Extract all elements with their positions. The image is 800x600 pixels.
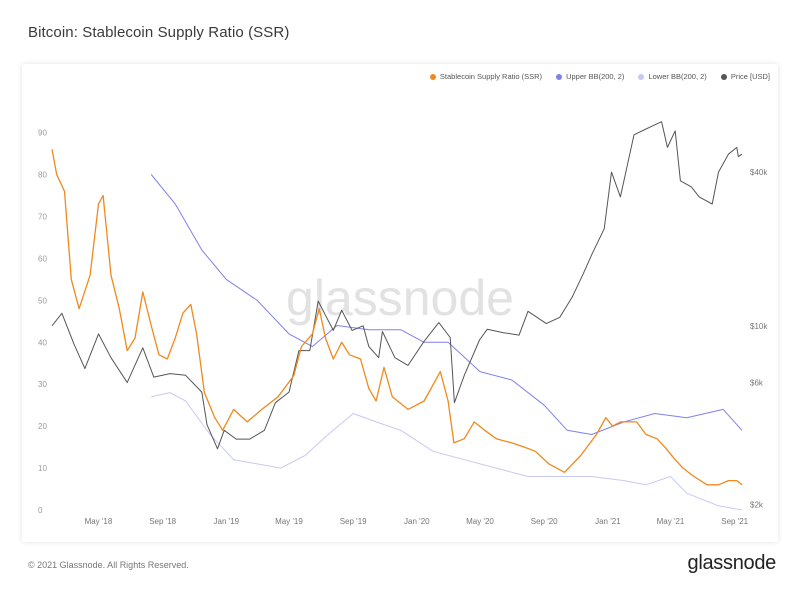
legend-dot-lower-bb (638, 73, 645, 80)
legend-label-price: Price [USD] (730, 72, 770, 81)
legend-item-upper-bb[interactable]: Upper BB(200, 2) (556, 72, 624, 81)
legend-item-ssr[interactable]: Stablecoin Supply Ratio (SSR) (429, 72, 543, 81)
legend-dot-upper-bb (556, 73, 563, 80)
y-left-tick-label: 30 (38, 380, 47, 389)
y-left-tick-label: 40 (38, 338, 47, 347)
x-tick-label: May '20 (466, 517, 494, 526)
series-line-upper-bb (150, 174, 743, 435)
x-tick-label: Jan '20 (404, 517, 430, 526)
x-tick-label: Sep '18 (149, 517, 176, 526)
y-right-tick-label: $2k (750, 500, 764, 509)
y-right-tick-label: $10k (750, 322, 768, 331)
chart-legend: Stablecoin Supply Ratio (SSR) Upper BB(2… (429, 72, 770, 81)
y-left-tick-label: 90 (38, 129, 47, 138)
y-left-tick-label: 70 (38, 212, 47, 221)
x-tick-label: May '21 (657, 517, 685, 526)
x-tick-label: Sep '20 (531, 517, 558, 526)
legend-label-upper-bb: Upper BB(200, 2) (566, 72, 625, 81)
y-left-tick-label: 20 (38, 422, 47, 431)
y-left-tick-label: 60 (38, 254, 47, 263)
legend-item-lower-bb[interactable]: Lower BB(200, 2) (638, 72, 707, 81)
y-left-tick-label: 10 (38, 464, 47, 473)
y-left-tick-label: 80 (38, 171, 47, 180)
copyright-text: © 2021 Glassnode. All Rights Reserved. (28, 560, 189, 570)
watermark: glassnode (286, 270, 514, 326)
x-tick-label: Sep '19 (340, 517, 367, 526)
y-left-tick-label: 0 (38, 506, 43, 515)
glassnode-logo[interactable]: glassnode (687, 552, 777, 574)
series-line-lower-bb (151, 392, 743, 511)
x-tick-label: Sep '21 (721, 517, 748, 526)
x-tick-label: May '18 (85, 517, 113, 526)
chart-title: Bitcoin: Stablecoin Supply Ratio (SSR) (28, 24, 290, 41)
legend-dot-price (720, 73, 727, 80)
y-right-tick-label: $6k (750, 378, 764, 387)
series-line-price (51, 121, 743, 450)
x-tick-label: Jan '21 (595, 517, 621, 526)
y-right-tick-label: $40k (750, 168, 768, 177)
legend-label-lower-bb: Lower BB(200, 2) (648, 72, 707, 81)
legend-label-ssr: Stablecoin Supply Ratio (SSR) (439, 72, 543, 81)
series-line-ssr (51, 149, 743, 486)
chart-card (22, 64, 778, 542)
x-tick-label: Jan '19 (214, 517, 240, 526)
y-left-tick-label: 50 (38, 296, 47, 305)
x-tick-label: May '19 (275, 517, 303, 526)
legend-item-price[interactable]: Price [USD] (720, 72, 770, 81)
legend-dot-ssr (429, 73, 436, 80)
